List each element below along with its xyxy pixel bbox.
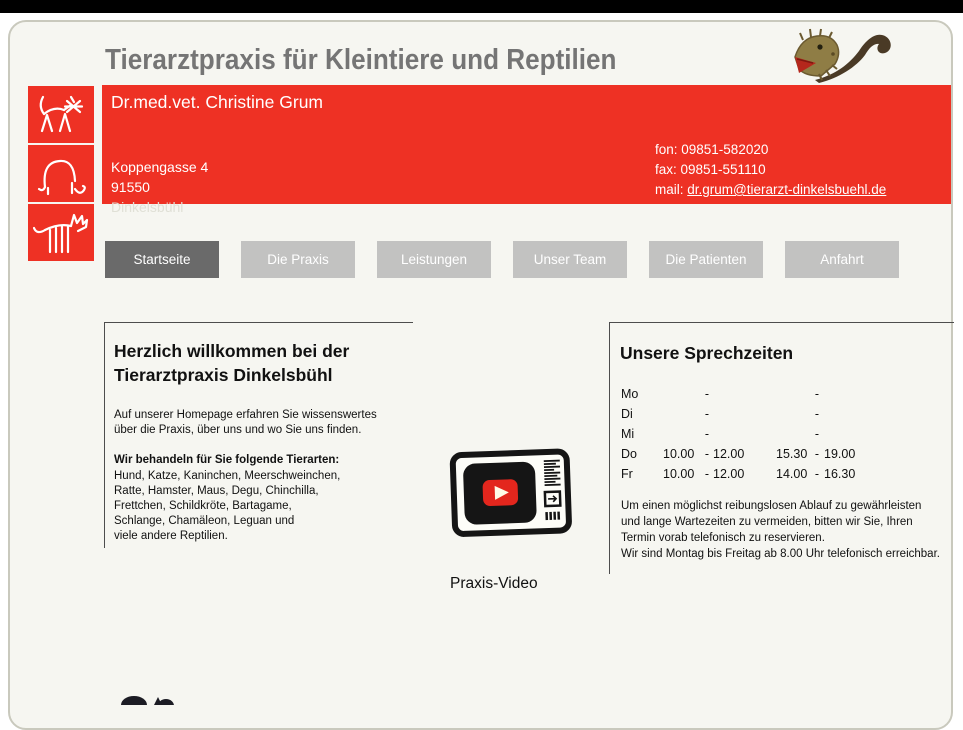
email-link[interactable]: dr.grum@tierarzt-dinkelsbuehl.de <box>687 182 886 197</box>
address-zip: 91550 <box>111 177 208 197</box>
logo-icon-column <box>28 86 94 263</box>
nav-anfahrt[interactable]: Anfahrt <box>785 241 899 278</box>
hours-note: Um einen möglichst reibungslosen Ablauf … <box>621 498 940 562</box>
hours-day: Di <box>621 404 663 424</box>
dragon-eye <box>817 44 822 49</box>
welcome-intro: Auf unserer Homepage erfahren Sie wissen… <box>114 408 377 438</box>
hours-day: Fr <box>621 464 663 484</box>
nav-die-praxis[interactable]: Die Praxis <box>241 241 355 278</box>
mouse-icon <box>28 145 94 202</box>
praxis-video-link[interactable]: Praxis-Video <box>450 575 538 593</box>
hours-day: Do <box>621 444 663 464</box>
cat-icon <box>28 86 94 143</box>
welcome-box: Herzlich willkommen bei der Tierarztprax… <box>104 322 413 548</box>
nav-unser-team[interactable]: Unser Team <box>513 241 627 278</box>
doctor-name: Dr.med.vet. Christine Grum <box>111 92 323 113</box>
page-card: Tierarztpraxis für Kleintiere und Reptil… <box>8 20 953 730</box>
mail-line: mail: dr.grum@tierarzt-dinkelsbuehl.de <box>655 180 886 200</box>
tv-video-icon[interactable] <box>447 445 590 549</box>
praxis-video-widget: Praxis-Video <box>449 447 589 546</box>
phone-number: fon: 09851-582020 <box>655 140 886 160</box>
hours-box: Unsere Sprechzeiten Mo - - Di - - Mi - - <box>609 322 954 574</box>
hours-table: Mo - - Di - - Mi - - Do 10.00 <box>621 384 864 484</box>
address-street: Koppengasse 4 <box>111 157 208 177</box>
hours-day: Mo <box>621 384 663 404</box>
lizard-icon <box>28 204 94 261</box>
cut-off-drawing <box>114 692 184 710</box>
nav-startseite[interactable]: Startseite <box>105 241 219 278</box>
nav-die-patienten[interactable]: Die Patienten <box>649 241 763 278</box>
contact-block: fon: 09851-582020 fax: 09851-551110 mail… <box>655 140 886 200</box>
page-title: Tierarztpraxis für Kleintiere und Reptil… <box>105 44 616 77</box>
header-banner: Dr.med.vet. Christine Grum Koppengasse 4… <box>102 85 951 204</box>
address-city: Dinkelsbühl <box>111 197 208 217</box>
hours-heading: Unsere Sprechzeiten <box>620 343 793 364</box>
main-navigation: Startseite Die Praxis Leistungen Unser T… <box>105 241 899 278</box>
browser-top-bar <box>0 0 963 13</box>
nav-leistungen[interactable]: Leistungen <box>377 241 491 278</box>
species-list: Hund, Katze, Kaninchen, Meerschweinchen,… <box>114 469 340 544</box>
species-heading: Wir behandeln für Sie folgende Tierarten… <box>114 454 339 466</box>
fax-number: fax: 09851-551110 <box>655 160 886 180</box>
hours-day: Mi <box>621 424 663 444</box>
bearded-dragon-image <box>789 24 909 86</box>
welcome-heading: Herzlich willkommen bei der Tierarztprax… <box>114 339 349 387</box>
address-block: Koppengasse 4 91550 Dinkelsbühl <box>111 157 208 217</box>
